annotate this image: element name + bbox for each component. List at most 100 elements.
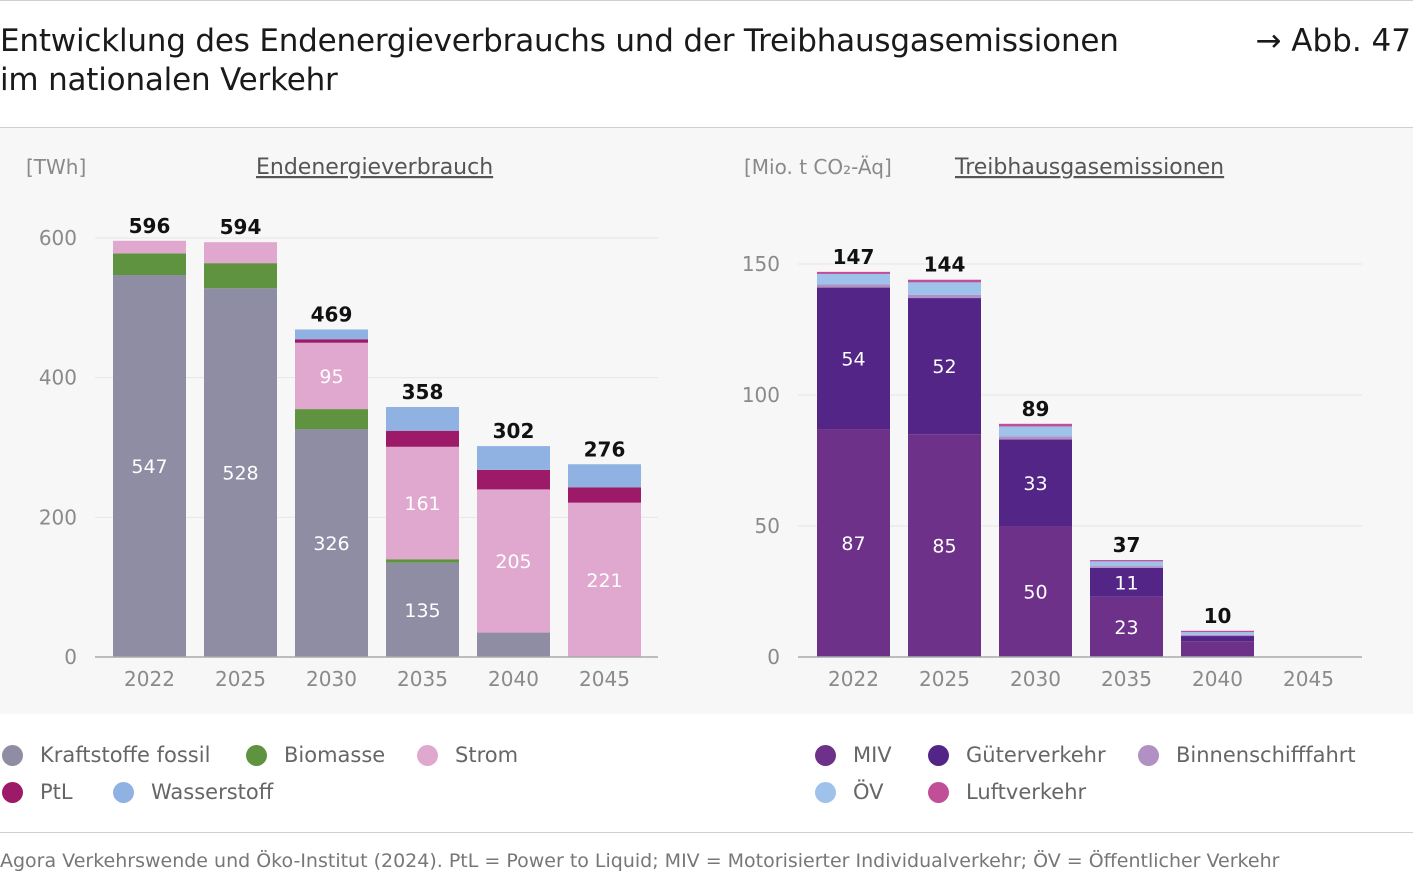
- bar-segment-oev: [999, 426, 1072, 437]
- legend-swatch: [113, 782, 134, 803]
- bar-segment-biomasse: [204, 263, 277, 289]
- bar-segment-miv: [999, 526, 1072, 657]
- total-value-label: 10: [1204, 604, 1232, 628]
- segment-value-label: 11: [1114, 572, 1138, 594]
- bar-segment-fossil: [204, 288, 277, 657]
- bar-segment-oev: [817, 273, 890, 285]
- bar-segment-gueter: [1090, 567, 1163, 597]
- segment-value-label: 52: [932, 356, 956, 378]
- bar-segment-fossil: [113, 275, 186, 657]
- legend-label: Wasserstoff: [151, 780, 274, 804]
- y-tick-label: 50: [755, 514, 780, 538]
- y-tick-label: 0: [64, 645, 77, 669]
- total-value-label: 469: [311, 302, 353, 326]
- segment-value-label: 23: [1114, 617, 1138, 639]
- bar-segment-binnen: [1090, 566, 1163, 568]
- segment-value-label: 221: [586, 570, 622, 592]
- total-value-label: 276: [584, 437, 626, 461]
- x-tick-label: 2045: [579, 667, 630, 691]
- y-tick-label: 400: [39, 366, 77, 390]
- segment-value-label: 50: [1023, 582, 1047, 604]
- legend-label: Kraftstoffe fossil: [40, 743, 211, 767]
- top-divider: [0, 0, 1413, 1]
- segment-value-label: 33: [1023, 473, 1047, 495]
- total-value-label: 594: [220, 215, 262, 239]
- x-tick-label: 2040: [488, 667, 539, 691]
- page-title: Entwicklung des Endenergieverbrauchs und…: [0, 22, 1160, 100]
- legend-label: Luftverkehr: [966, 780, 1087, 804]
- chart-title: Treibhausgasemissionen: [954, 155, 1224, 180]
- segment-value-label: 95: [319, 366, 343, 388]
- x-tick-label: 2025: [215, 667, 266, 691]
- bar-segment-strom: [295, 342, 368, 410]
- y-tick-label: 600: [39, 226, 77, 250]
- y-tick-label: 200: [39, 505, 77, 529]
- bar-segment-miv: [1181, 641, 1254, 657]
- segment-value-label: 547: [131, 456, 167, 478]
- bar-segment-fossil: [295, 429, 368, 657]
- bar-segment-fossil: [386, 562, 459, 657]
- bar-segment-wasserstoff: [386, 406, 459, 431]
- total-value-label: 89: [1022, 397, 1050, 421]
- bar-segment-luft: [999, 423, 1072, 427]
- y-axis-unit-label: [Mio. t CO₂-Äq]: [744, 155, 892, 179]
- legend-label: Biomasse: [284, 743, 386, 767]
- legend-swatch: [815, 782, 836, 803]
- total-value-label: 37: [1113, 533, 1141, 557]
- x-tick-label: 2040: [1192, 667, 1243, 691]
- legend-swatch: [246, 745, 267, 766]
- legend-label: Güterverkehr: [966, 743, 1106, 767]
- total-value-label: 144: [924, 253, 966, 277]
- bar-segment-ptl: [295, 339, 368, 343]
- bar-segment-wasserstoff: [295, 329, 368, 340]
- bar-segment-oev: [908, 282, 981, 295]
- total-value-label: 358: [402, 380, 444, 404]
- bar-segment-biomasse: [295, 409, 368, 430]
- x-tick-label: 2022: [828, 667, 879, 691]
- legend-swatch: [928, 782, 949, 803]
- bar-segment-biomasse: [113, 253, 186, 276]
- figure-reference: → Abb. 47: [1255, 23, 1411, 59]
- legend-label: MIV: [853, 743, 892, 767]
- legend-swatch: [2, 782, 23, 803]
- bar-segment-luft: [908, 279, 981, 283]
- bar-segment-strom: [113, 240, 186, 254]
- x-tick-label: 2022: [124, 667, 175, 691]
- bar-segment-ptl: [386, 430, 459, 447]
- bar-segment-binnen: [908, 294, 981, 299]
- x-tick-label: 2025: [919, 667, 970, 691]
- segment-value-label: 85: [932, 536, 956, 558]
- bar-segment-miv: [817, 429, 890, 657]
- segment-value-label: 161: [404, 493, 440, 515]
- y-tick-label: 100: [742, 383, 780, 407]
- y-tick-label: 150: [742, 252, 780, 276]
- x-tick-label: 2045: [1283, 667, 1334, 691]
- bar-segment-luft: [1181, 630, 1254, 633]
- legend-swatch: [815, 745, 836, 766]
- legend-swatch: [2, 745, 23, 766]
- total-value-label: 596: [129, 214, 171, 238]
- bar-segment-strom: [204, 242, 277, 264]
- legend-label: Binnenschifffahrt: [1176, 743, 1356, 767]
- total-value-label: 147: [833, 245, 875, 269]
- bar-segment-binnen: [1181, 634, 1254, 637]
- bar-segment-binnen: [817, 284, 890, 288]
- bar-segment-oev: [1181, 632, 1254, 635]
- bar-segment-ptl: [477, 469, 550, 490]
- bar-segment-fossil: [477, 632, 550, 657]
- energy-consumption-chart: [TWh] Endenergieverbrauch 0 200 400 600 547 596…: [26, 155, 658, 691]
- segment-value-label: 135: [404, 600, 440, 622]
- x-tick-label: 2030: [1010, 667, 1061, 691]
- bar-segment-gueter: [908, 298, 981, 435]
- segment-value-label: 205: [495, 551, 531, 573]
- bar-segment-miv: [1090, 596, 1163, 657]
- legend-label: Strom: [455, 743, 519, 767]
- segment-value-label: 326: [313, 533, 349, 555]
- ghg-emissions-chart: [Mio. t CO₂-Äq] Treibhausgasemissionen 0 50…: [742, 155, 1362, 691]
- x-tick-label: 2035: [397, 667, 448, 691]
- bar-segment-strom: [568, 502, 641, 657]
- x-tick-label: 2030: [306, 667, 357, 691]
- bar-segment-ptl: [568, 487, 641, 503]
- footer-divider: [0, 832, 1413, 833]
- source-note: Agora Verkehrswende und Öko-Institut (20…: [0, 850, 1280, 872]
